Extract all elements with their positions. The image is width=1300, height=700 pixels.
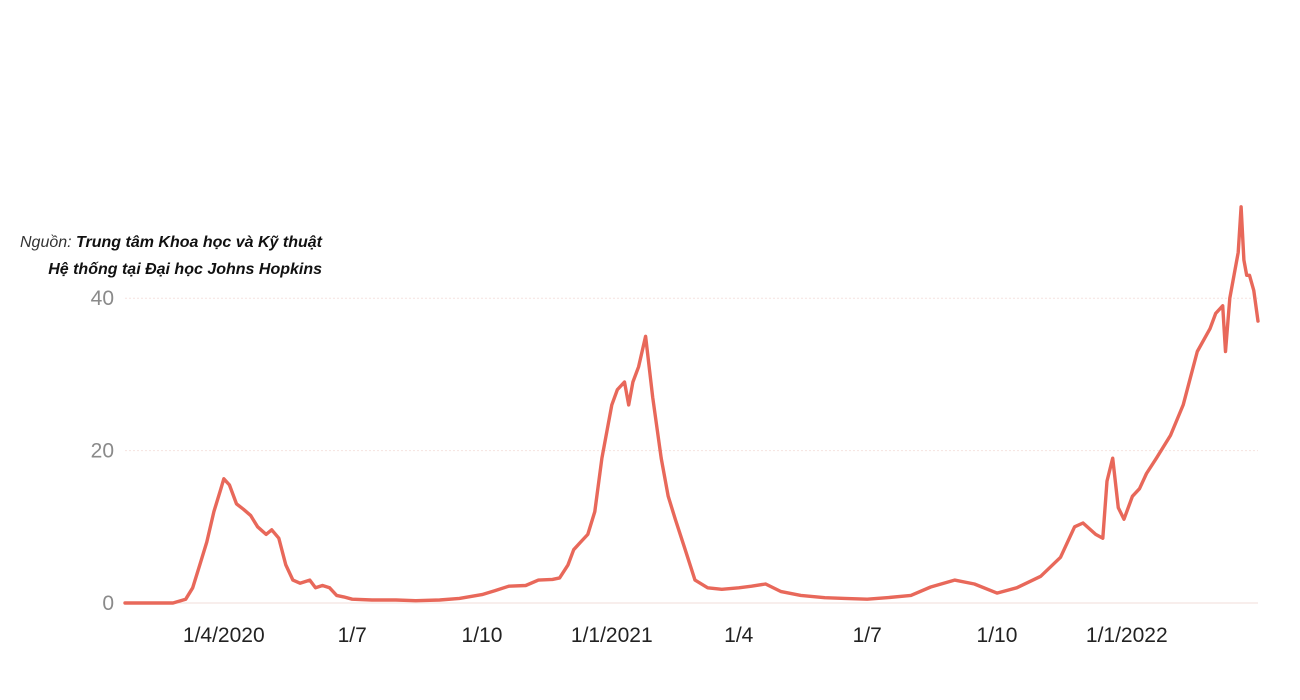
x-tick-label: 1/10 bbox=[977, 624, 1018, 647]
y-tick-label: 0 bbox=[102, 592, 114, 615]
x-tick-label: 1/7 bbox=[338, 624, 367, 647]
source-name-line1: Trung tâm Khoa học và Kỹ thuật bbox=[76, 234, 322, 251]
y-axis-ticks: 0 20 40 bbox=[91, 287, 114, 615]
x-tick-label: 1/10 bbox=[462, 624, 503, 647]
x-tick-label: 1/4 bbox=[724, 624, 754, 647]
source-label: Nguồn: bbox=[20, 234, 72, 251]
x-tick-label: 1/4/2020 bbox=[183, 624, 265, 647]
x-tick-label: 1/1/2021 bbox=[571, 624, 653, 647]
x-axis-ticks: 1/4/2020 1/7 1/10 1/1/2021 1/4 1/7 1/10 1/1/202… bbox=[183, 624, 1168, 647]
y-tick-label: 20 bbox=[91, 440, 114, 463]
gridlines bbox=[125, 297, 1258, 604]
source-note: Nguồn: Trung tâm Khoa học và Kỹ thuật Hệ… bbox=[0, 229, 322, 283]
x-tick-label: 1/7 bbox=[853, 624, 882, 647]
x-tick-label: 1/1/2022 bbox=[1086, 624, 1168, 647]
source-name-line2: Hệ thống tại Đại học Johns Hopkins bbox=[48, 261, 322, 278]
y-tick-label: 40 bbox=[91, 287, 114, 310]
series-line bbox=[123, 205, 1260, 605]
